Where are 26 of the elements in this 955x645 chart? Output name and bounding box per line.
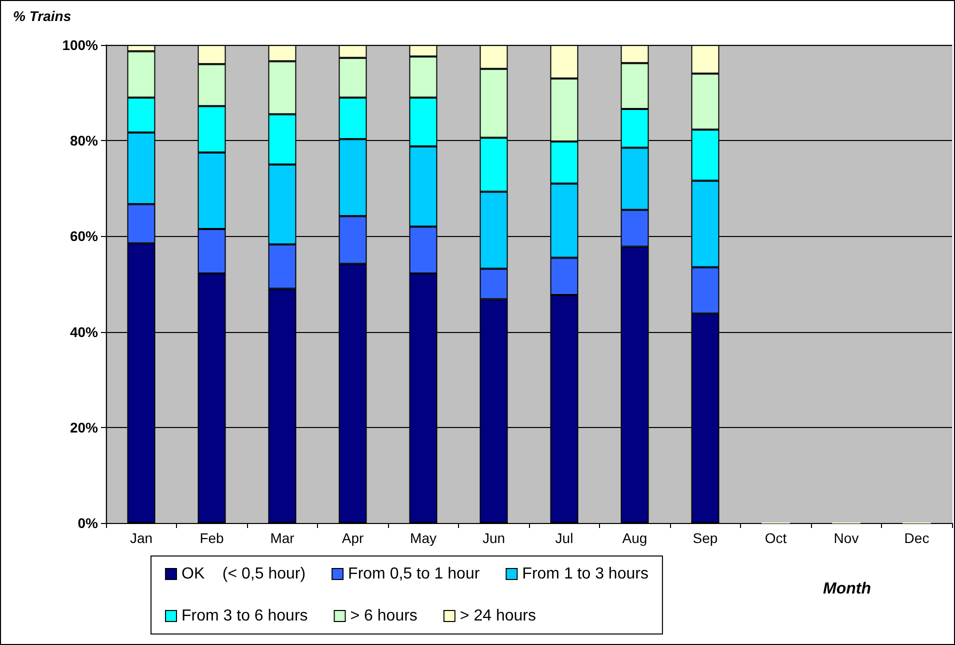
x-tick-label: Nov <box>834 530 859 546</box>
legend-label: > 6 hours <box>350 608 418 624</box>
y-tick-label: 60% <box>70 228 99 244</box>
x-tick-label: Feb <box>200 530 224 546</box>
legend-label: From 0,5 to 1 hour <box>348 566 480 582</box>
y-tick-label: 100% <box>62 37 99 53</box>
x-tick-label: Oct <box>764 530 787 546</box>
y-tick-label: 80% <box>70 132 99 149</box>
x-tick-label: May <box>410 530 436 546</box>
x-tick-label: Jun <box>482 530 506 546</box>
legend-label: From 3 to 6 hours <box>182 608 308 624</box>
x-tick-label: Dec <box>904 530 930 546</box>
x-tick-label: Sep <box>692 530 718 546</box>
legend-label: > 24 hours <box>460 608 536 624</box>
x-tick-label: Jul <box>555 530 574 546</box>
legend-label: From 1 to 3 hours <box>522 566 648 582</box>
y-axis-title: % Trains <box>13 8 72 24</box>
x-axis-title: Month <box>823 580 872 598</box>
y-tick-label: 0% <box>78 515 99 531</box>
legend-label: OK (< 0,5 hour) <box>182 566 306 582</box>
x-tick-label: Jan <box>130 530 153 546</box>
y-tick-label: 40% <box>70 324 99 340</box>
x-tick-label: Apr <box>342 530 364 546</box>
x-tick-label: Aug <box>622 530 648 546</box>
x-tick-label: Mar <box>270 530 295 546</box>
y-tick-label: 20% <box>70 419 99 436</box>
